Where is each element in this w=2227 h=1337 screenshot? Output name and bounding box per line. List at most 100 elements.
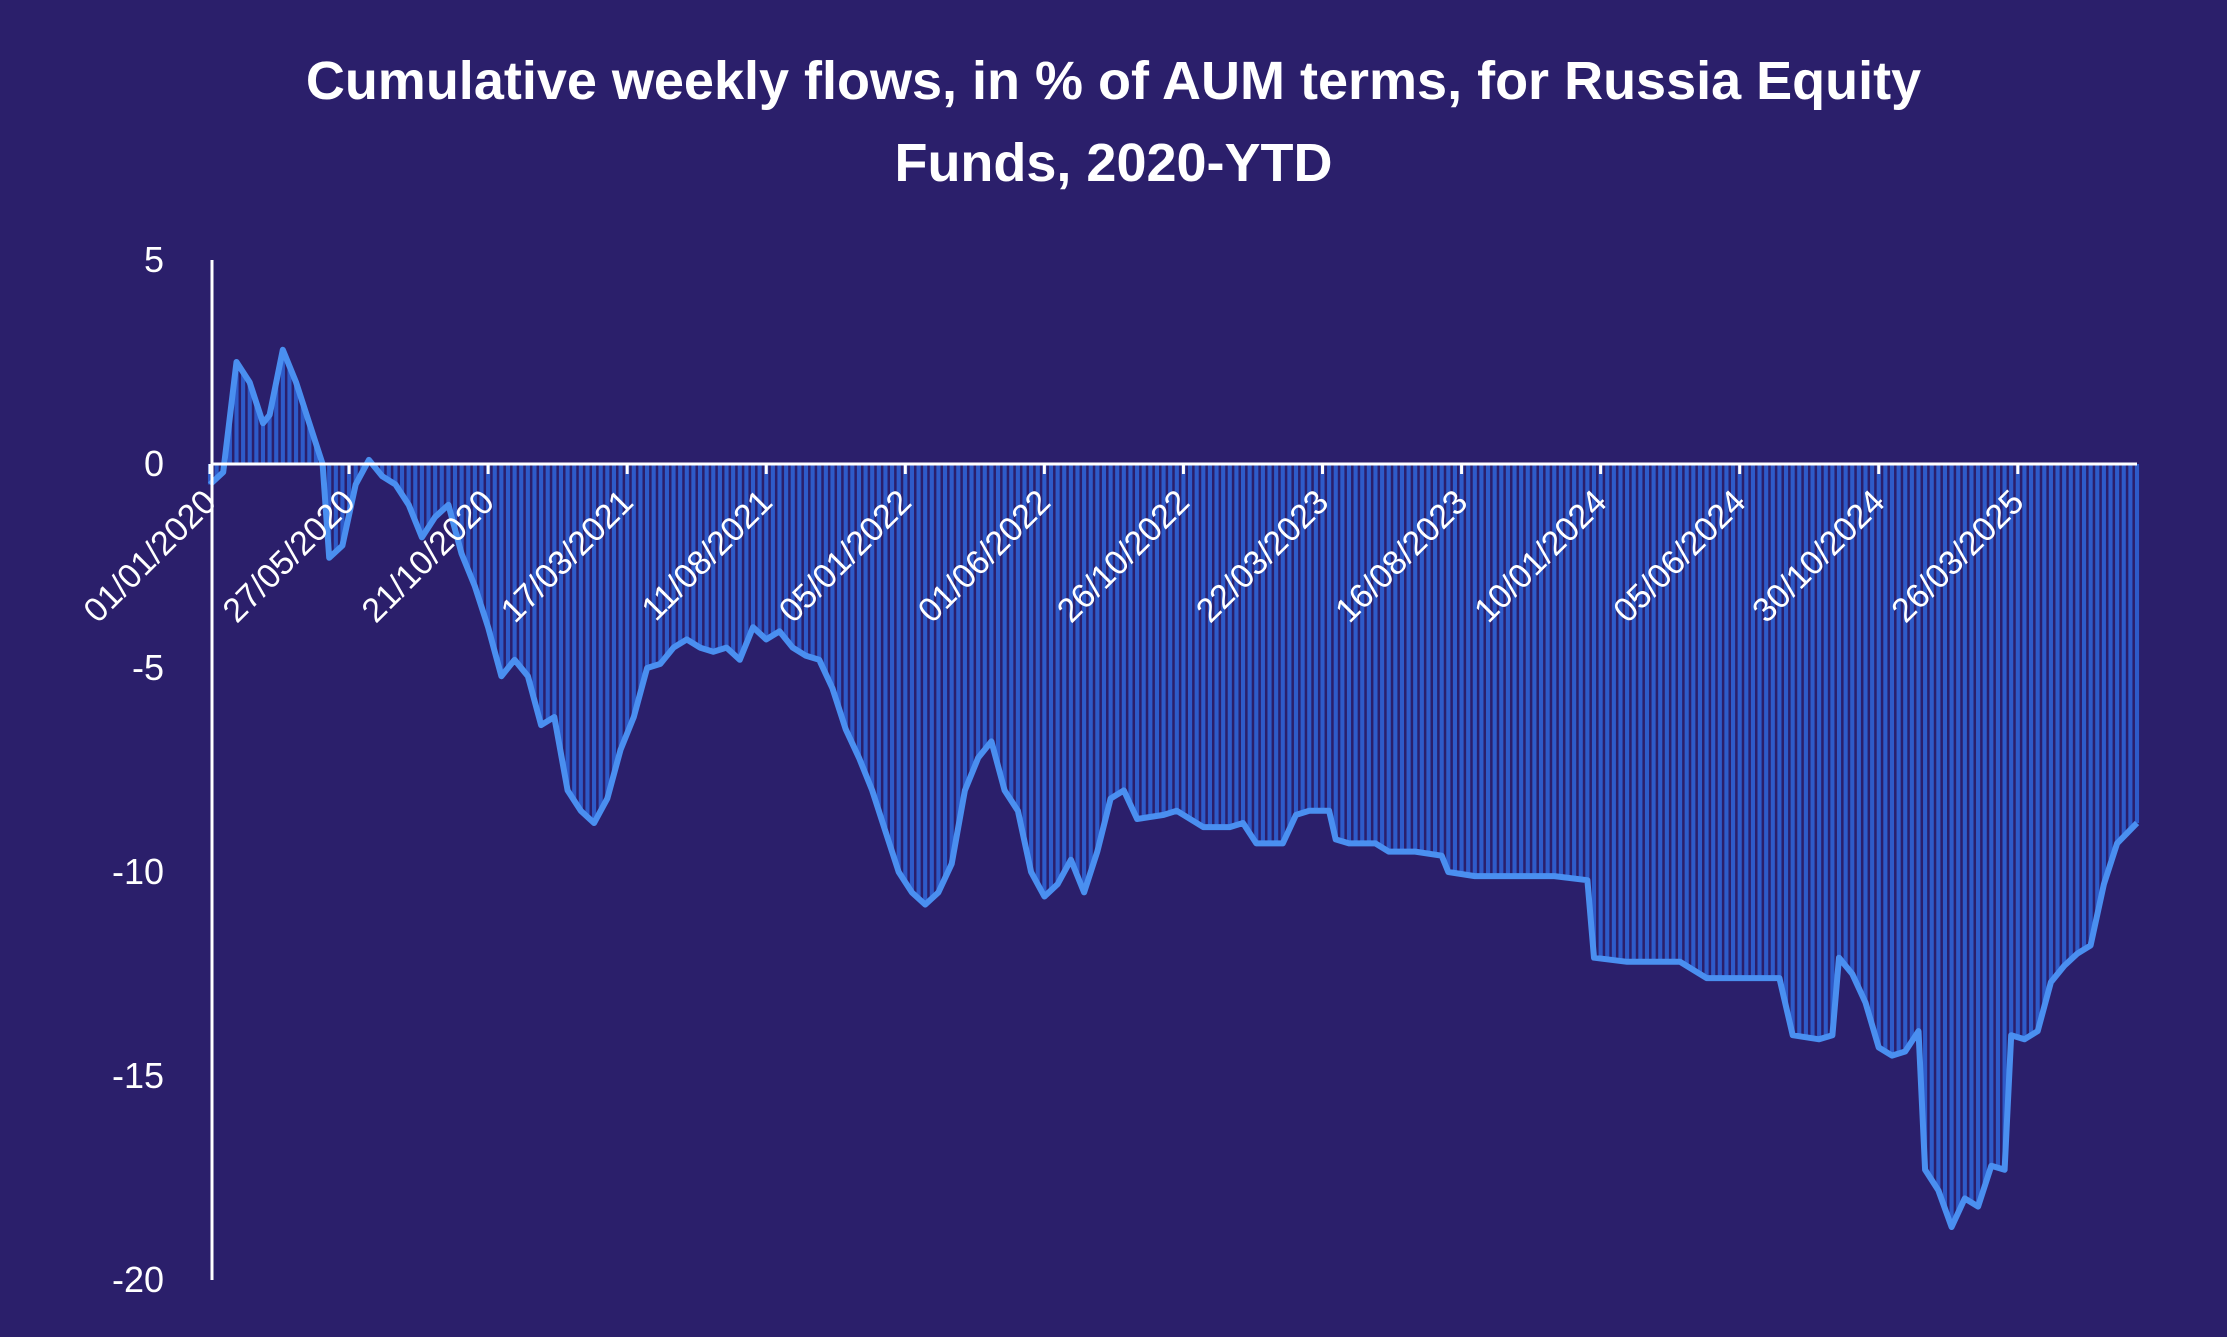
- bar: [645, 464, 650, 668]
- bar: [1519, 464, 1524, 877]
- bar: [505, 464, 511, 668]
- bar: [2068, 464, 2073, 960]
- bar: [1121, 464, 1126, 791]
- bar: [1366, 464, 1371, 844]
- bar: [678, 464, 683, 644]
- y-tick-label: -5: [132, 647, 164, 688]
- bar: [1836, 464, 1842, 958]
- bar: [876, 464, 881, 811]
- bar: [929, 464, 934, 899]
- y-tick-label: -15: [112, 1055, 164, 1096]
- bar: [1585, 464, 1590, 881]
- bar: [2075, 464, 2080, 954]
- bar: [1611, 464, 1616, 961]
- line-group: [207, 346, 2140, 1230]
- bar: [1545, 464, 1550, 877]
- bar: [916, 464, 921, 899]
- bar: [565, 464, 570, 791]
- bar: [1075, 464, 1080, 877]
- bar: [810, 464, 815, 658]
- bar: [1174, 464, 1179, 811]
- bar: [386, 464, 391, 481]
- y-tick-label: 0: [144, 443, 164, 484]
- bar: [1055, 464, 1060, 885]
- bar: [307, 423, 312, 464]
- bar: [883, 464, 888, 832]
- bar: [1717, 464, 1722, 979]
- bar: [592, 464, 597, 824]
- bar: [744, 464, 749, 644]
- bar: [2029, 464, 2034, 1036]
- bar: [1916, 464, 1921, 1032]
- bar: [492, 464, 497, 652]
- bar: [969, 464, 974, 775]
- bar: [1969, 464, 1974, 1203]
- bar: [254, 402, 259, 464]
- bar: [1923, 464, 1928, 1170]
- bar: [406, 464, 411, 505]
- bar: [1505, 464, 1510, 877]
- bar: [1830, 464, 1835, 1036]
- bar: [1783, 464, 1789, 1007]
- bar: [1757, 464, 1762, 979]
- bar: [995, 464, 1001, 766]
- bar: [1909, 464, 1914, 1042]
- bar: [267, 415, 272, 464]
- bars-group: [207, 349, 2140, 1227]
- bar: [2015, 464, 2020, 1038]
- bar: [605, 464, 610, 799]
- bar: [850, 464, 855, 744]
- bar: [1148, 464, 1153, 817]
- bar: [552, 464, 557, 717]
- bar: [466, 464, 471, 571]
- bar: [870, 464, 875, 791]
- bar: [598, 464, 603, 811]
- bar: [664, 464, 669, 656]
- bar: [1353, 464, 1358, 844]
- bar: [1062, 464, 1067, 872]
- bar: [333, 464, 338, 552]
- bar: [300, 402, 305, 464]
- bar: [1247, 464, 1252, 834]
- bar: [1598, 464, 1603, 959]
- bar: [1135, 464, 1140, 819]
- bar: [1346, 464, 1352, 844]
- bar: [2115, 464, 2120, 844]
- bar: [2081, 464, 2087, 950]
- bar: [1572, 464, 1577, 879]
- bar: [2048, 464, 2053, 983]
- bar: [1307, 464, 1312, 811]
- bar: [1532, 464, 1537, 877]
- bar: [962, 464, 967, 791]
- bar: [903, 464, 908, 883]
- bar: [1466, 464, 1471, 876]
- bar: [1856, 464, 1861, 989]
- bar: [1254, 464, 1259, 844]
- bar: [2009, 464, 2014, 1036]
- bar: [1764, 464, 1769, 979]
- bar: [1300, 464, 1305, 813]
- bar: [1962, 464, 1967, 1199]
- bar: [764, 464, 769, 640]
- bar: [452, 464, 458, 530]
- bar: [989, 464, 994, 742]
- y-ticks-group: 5 0 -5 -10 -15 -20: [112, 239, 164, 1300]
- bar: [1485, 464, 1491, 877]
- bar: [2108, 464, 2113, 864]
- bar: [1565, 464, 1570, 878]
- bar: [909, 464, 914, 893]
- bar: [625, 464, 630, 734]
- bar: [1002, 464, 1007, 791]
- bar: [1320, 464, 1325, 811]
- bar: [1386, 464, 1391, 852]
- bar: [572, 464, 577, 801]
- bar: [2134, 464, 2140, 824]
- bar: [1280, 464, 1285, 844]
- x-tick-label: 01/01/2020: [76, 483, 223, 630]
- bar: [1956, 464, 1961, 1213]
- bar: [1949, 464, 1954, 1227]
- bar: [439, 464, 444, 511]
- bar: [1995, 464, 2000, 1168]
- bar: [711, 464, 716, 652]
- bar: [1976, 464, 1981, 1207]
